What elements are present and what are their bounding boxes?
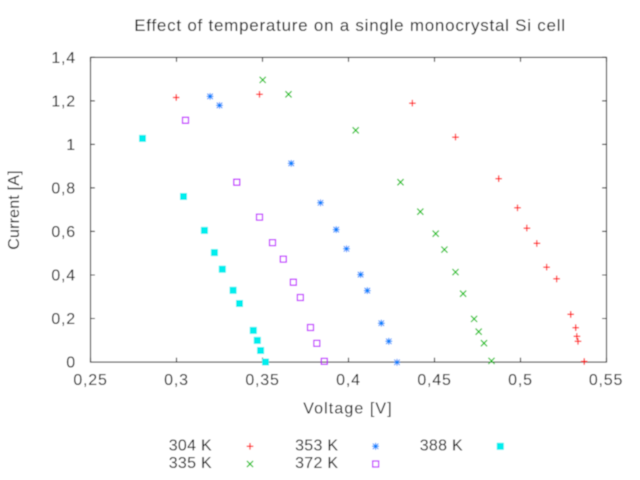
svg-text:0,55: 0,55 bbox=[589, 372, 623, 389]
svg-text:353 K: 353 K bbox=[295, 438, 338, 455]
svg-text:0,8: 0,8 bbox=[51, 180, 76, 197]
svg-text:1: 1 bbox=[66, 137, 76, 154]
svg-text:0,45: 0,45 bbox=[417, 372, 451, 389]
svg-text:372 K: 372 K bbox=[295, 455, 338, 472]
svg-text:0,25: 0,25 bbox=[73, 372, 107, 389]
svg-text:0,6: 0,6 bbox=[51, 224, 76, 241]
svg-text:0,35: 0,35 bbox=[245, 372, 279, 389]
svg-text:Effect of temperature on a sin: Effect of temperature on a single monocr… bbox=[134, 16, 566, 35]
svg-text:1,2: 1,2 bbox=[51, 93, 76, 110]
svg-text:0,4: 0,4 bbox=[336, 372, 361, 389]
svg-text:0,3: 0,3 bbox=[164, 372, 189, 389]
svg-text:Current [A]: Current [A] bbox=[6, 170, 23, 250]
svg-text:0: 0 bbox=[66, 355, 76, 372]
svg-text:0,2: 0,2 bbox=[51, 311, 76, 328]
svg-text:335 K: 335 K bbox=[169, 455, 212, 472]
svg-text:388 K: 388 K bbox=[420, 438, 463, 455]
svg-text:1,4: 1,4 bbox=[51, 50, 76, 67]
svg-text:Voltage [V]: Voltage [V] bbox=[303, 401, 393, 418]
svg-text:0,4: 0,4 bbox=[51, 268, 76, 285]
svg-text:0,5: 0,5 bbox=[508, 372, 533, 389]
svg-text:304 K: 304 K bbox=[169, 438, 212, 455]
